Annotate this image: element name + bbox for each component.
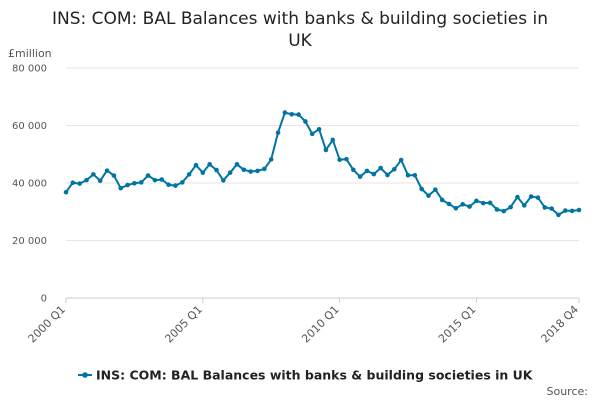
data-point[interactable] — [337, 157, 342, 163]
data-point[interactable] — [412, 172, 418, 178]
data-point[interactable] — [84, 177, 89, 183]
data-point[interactable] — [378, 165, 383, 171]
gridlines — [66, 67, 579, 241]
data-point[interactable] — [63, 189, 69, 195]
data-point[interactable] — [460, 201, 466, 207]
data-point[interactable] — [207, 162, 212, 167]
data-point[interactable] — [549, 206, 554, 211]
data-point[interactable] — [186, 172, 192, 177]
data-point[interactable] — [542, 205, 548, 210]
data-point[interactable] — [303, 119, 308, 124]
x-tick-label: 2005 Q1 — [162, 303, 205, 346]
data-point[interactable] — [221, 178, 226, 183]
data-point[interactable] — [364, 168, 370, 174]
data-point[interactable] — [152, 177, 158, 183]
data-point[interactable] — [145, 173, 151, 178]
data-point[interactable] — [494, 207, 500, 212]
data-point[interactable] — [357, 174, 363, 179]
data-point[interactable] — [125, 182, 130, 188]
legend[interactable]: INS: COM: BAL Balances with banks & buil… — [78, 368, 534, 383]
series-layer — [63, 110, 582, 218]
data-point[interactable] — [446, 201, 452, 207]
data-point[interactable] — [138, 180, 144, 185]
series-line — [65, 111, 580, 216]
y-tick-label: 40 000 — [12, 179, 47, 190]
data-point[interactable] — [255, 168, 260, 174]
x-axis-ticks: 2000 Q1 2005 Q1 2010 Q1 2015 Q1 2018 Q4 — [26, 298, 582, 346]
data-point[interactable] — [508, 204, 513, 210]
x-tick-label: 2018 Q4 — [539, 303, 582, 346]
data-point[interactable] — [426, 193, 431, 198]
data-point[interactable] — [179, 180, 185, 185]
data-point[interactable] — [111, 173, 117, 178]
data-point[interactable] — [392, 166, 397, 172]
data-point[interactable] — [433, 187, 438, 192]
data-point[interactable] — [234, 162, 240, 167]
data-point[interactable] — [214, 167, 219, 173]
data-point[interactable] — [487, 200, 493, 206]
data-point[interactable] — [556, 212, 561, 218]
data-point[interactable] — [535, 195, 541, 200]
data-point[interactable] — [453, 206, 459, 211]
data-point[interactable] — [528, 194, 534, 199]
data-point[interactable] — [405, 172, 411, 178]
data-point[interactable] — [289, 111, 295, 117]
data-point[interactable] — [118, 185, 124, 191]
legend-marker-swatch — [82, 372, 88, 378]
data-point[interactable] — [262, 166, 267, 172]
data-point[interactable] — [70, 180, 76, 186]
data-point[interactable] — [521, 203, 527, 208]
data-point[interactable] — [97, 178, 103, 183]
data-point[interactable] — [173, 183, 178, 188]
data-point[interactable] — [309, 131, 315, 137]
data-point[interactable] — [323, 147, 329, 153]
data-point[interactable] — [344, 156, 349, 162]
chart-title-line-2: UK — [288, 31, 312, 51]
data-point[interactable] — [77, 181, 82, 186]
data-point[interactable] — [104, 168, 110, 173]
source-label: Source: — [547, 385, 589, 398]
y-tick-label: 0 — [41, 294, 47, 305]
data-point[interactable] — [296, 112, 301, 117]
data-point[interactable] — [419, 186, 424, 192]
data-point[interactable] — [193, 162, 199, 168]
data-point[interactable] — [330, 137, 336, 143]
data-point[interactable] — [439, 197, 445, 203]
data-point[interactable] — [563, 208, 568, 213]
legend-label: INS: COM: BAL Balances with banks & buil… — [96, 368, 534, 383]
data-point[interactable] — [282, 110, 288, 115]
x-tick-label: 2015 Q1 — [436, 303, 479, 346]
data-point[interactable] — [569, 208, 575, 214]
x-tick-label: 2000 Q1 — [26, 303, 69, 346]
data-point[interactable] — [576, 207, 582, 213]
data-point[interactable] — [350, 167, 356, 173]
data-point[interactable] — [268, 157, 274, 162]
data-point[interactable] — [227, 170, 233, 175]
data-point[interactable] — [398, 157, 404, 163]
chart-title-line-1: INS: COM: BAL Balances with banks & buil… — [52, 9, 548, 29]
y-axis-unit-label: £million — [8, 47, 52, 60]
y-tick-label: 80 000 — [12, 64, 47, 75]
data-point[interactable] — [200, 170, 206, 175]
data-point[interactable] — [371, 171, 377, 177]
y-tick-label: 20 000 — [12, 236, 47, 247]
data-point[interactable] — [132, 180, 137, 186]
data-point[interactable] — [474, 198, 479, 204]
data-point[interactable] — [467, 204, 472, 209]
y-tick-label: 60 000 — [12, 121, 47, 132]
data-point[interactable] — [501, 208, 507, 214]
data-point[interactable] — [248, 169, 253, 174]
x-tick-label: 2010 Q1 — [299, 303, 342, 346]
data-point[interactable] — [91, 172, 96, 177]
data-point[interactable] — [166, 182, 171, 188]
y-axis-ticks: 0 20 000 40 000 60 000 80 000 — [12, 64, 47, 305]
data-point[interactable] — [275, 130, 281, 135]
data-point[interactable] — [316, 126, 322, 132]
data-point[interactable] — [480, 200, 486, 206]
data-point[interactable] — [385, 172, 390, 178]
data-point[interactable] — [159, 177, 165, 182]
data-point[interactable] — [515, 194, 520, 200]
data-point[interactable] — [241, 167, 247, 173]
